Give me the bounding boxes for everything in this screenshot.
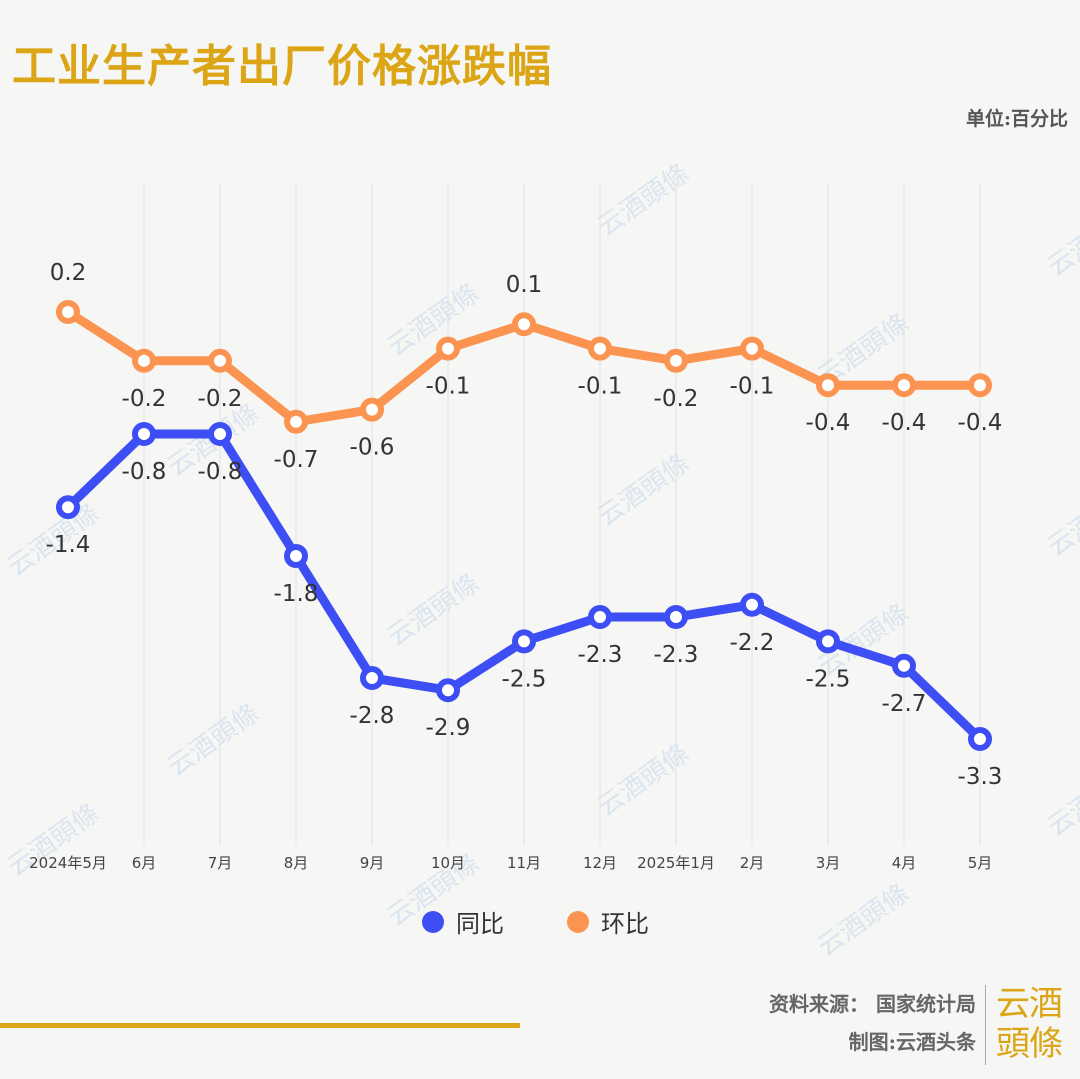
data-label: -0.4	[806, 410, 851, 436]
data-label: -2.3	[654, 642, 699, 668]
data-label: -2.7	[882, 691, 927, 717]
data-point	[56, 495, 80, 520]
maker-text: 制图:云酒头条	[848, 1030, 976, 1054]
x-tick-label: 4月	[892, 854, 917, 872]
data-label: -0.8	[122, 459, 167, 485]
data-label: 0.1	[506, 272, 543, 298]
data-label: -2.5	[806, 666, 851, 692]
data-point	[512, 629, 536, 654]
data-point	[816, 629, 840, 654]
data-label: -2.5	[502, 666, 547, 692]
data-point	[436, 678, 460, 703]
legend-label-yoy: 同比	[456, 910, 504, 938]
legend-dot-yoy	[422, 910, 444, 933]
x-tick-label: 8月	[284, 854, 309, 872]
data-point	[664, 348, 688, 373]
line-chart: 2024年5月 6月 7月 8月 9月 10月 11月 12月 2025年1月 2月 3月 4月 5月 -…	[29, 183, 1003, 872]
data-label: -0.1	[578, 374, 623, 400]
data-label: -0.7	[274, 447, 319, 473]
source-text: 资料来源： 国家统计局	[769, 992, 976, 1016]
data-label: -0.1	[730, 374, 775, 400]
data-point	[664, 605, 688, 629]
data-point	[968, 727, 992, 751]
legend-label-mom: 环比	[601, 910, 649, 938]
data-point	[208, 348, 232, 373]
data-point	[968, 373, 992, 398]
x-tick-label: 11月	[507, 854, 541, 872]
x-tick-label: 3月	[816, 854, 841, 872]
data-label: -0.2	[654, 386, 699, 412]
x-tick-label: 2024年5月	[29, 854, 107, 872]
data-label: -3.3	[958, 764, 1003, 790]
data-point	[816, 373, 840, 398]
x-tick-label: 10月	[431, 854, 465, 872]
data-label: -0.2	[122, 386, 167, 412]
legend-dot-mom	[567, 910, 589, 933]
data-label: -2.3	[578, 642, 623, 668]
x-tick-label: 9月	[360, 854, 385, 872]
data-label: -1.4	[46, 532, 91, 558]
data-label: -0.4	[958, 410, 1003, 436]
data-label: -0.1	[426, 374, 471, 400]
x-tick-label: 12月	[583, 854, 617, 872]
data-point	[892, 373, 916, 398]
data-point	[740, 592, 764, 617]
data-point	[892, 653, 916, 678]
x-tick-label: 7月	[208, 854, 233, 872]
data-point	[360, 666, 384, 690]
chart-title: 工业生产者出厂价格涨跌幅	[12, 41, 552, 92]
decorative-gold-line	[0, 1023, 520, 1028]
legend-item-yoy[interactable]: 同比	[422, 904, 504, 939]
data-point	[56, 300, 80, 324]
data-point	[132, 348, 156, 373]
data-point	[208, 422, 232, 446]
data-label: 0.2	[50, 260, 87, 286]
x-tick-label: 6月	[132, 854, 157, 872]
data-label: -0.6	[350, 435, 395, 461]
legend-item-mom[interactable]: 环比	[567, 904, 649, 939]
data-point	[360, 397, 384, 422]
data-label: -1.8	[274, 581, 319, 607]
data-label: -2.2	[730, 630, 775, 656]
x-tick-label: 2025年1月	[637, 854, 715, 872]
data-label: -2.9	[426, 715, 471, 741]
data-point	[436, 336, 460, 361]
data-point	[512, 312, 536, 337]
data-label: -0.4	[882, 410, 927, 436]
data-label: -0.2	[198, 386, 243, 412]
brand-logo: 云酒 頭條	[996, 984, 1063, 1064]
footer-divider	[985, 985, 986, 1065]
x-tick-label: 5月	[968, 854, 993, 872]
data-point	[740, 336, 764, 361]
data-point	[284, 544, 308, 568]
legend: 同比 环比	[0, 904, 1080, 940]
data-point	[284, 409, 308, 434]
data-label: -2.8	[350, 703, 395, 729]
data-point	[588, 336, 612, 361]
data-point	[588, 605, 612, 629]
data-label: -0.8	[198, 459, 243, 485]
footer: 资料来源： 国家统计局 制图:云酒头条	[769, 985, 976, 1061]
data-point	[132, 422, 156, 446]
x-tick-label: 2月	[740, 854, 765, 872]
unit-label: 单位:百分比	[965, 108, 1068, 130]
